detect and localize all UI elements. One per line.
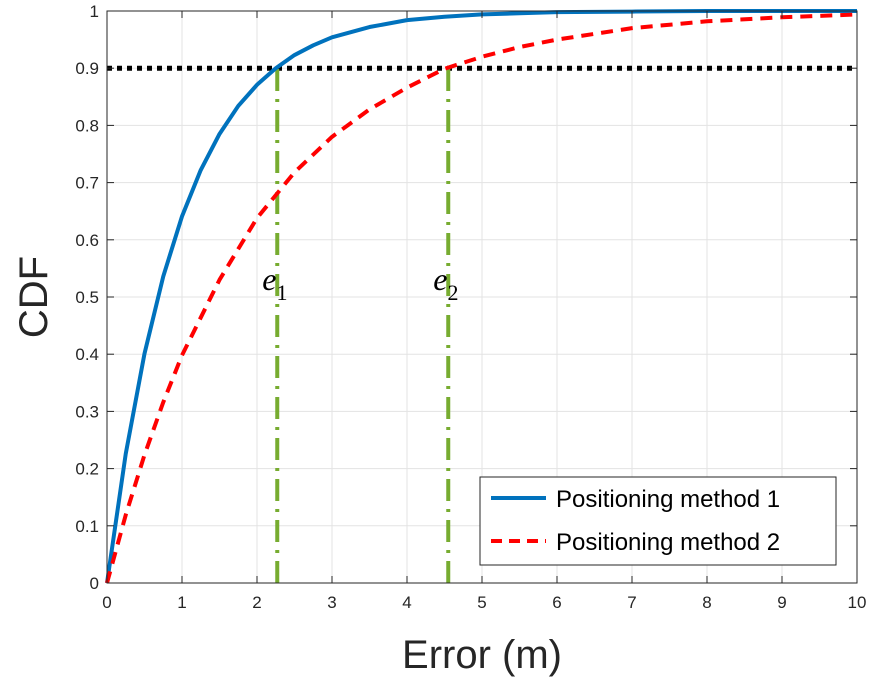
axes xyxy=(106,10,858,584)
legend-box xyxy=(479,476,837,566)
series-lines xyxy=(105,9,858,584)
y-tick-label-4: 0.4 xyxy=(75,345,99,364)
y-tick-label-10: 1 xyxy=(90,2,99,21)
reference-lines xyxy=(107,65,857,583)
x-tick-label-8: 8 xyxy=(702,593,711,612)
y-tick-label-7: 0.7 xyxy=(75,174,99,193)
x-tick-label-9: 9 xyxy=(777,593,786,612)
y-tick-label-9: 0.9 xyxy=(75,59,99,78)
x-tick-label-7: 7 xyxy=(627,593,636,612)
legend-label-method-2: Positioning method 2 xyxy=(556,529,780,556)
x-tick-label-5: 5 xyxy=(477,593,486,612)
x-tick-labels: 0 1 2 3 4 5 6 7 8 9 10 xyxy=(102,593,866,612)
x-tick-label-4: 4 xyxy=(402,593,411,612)
y-tick-label-8: 0.8 xyxy=(75,116,99,135)
x-tick-label-6: 6 xyxy=(552,593,561,612)
x-axis-label: Error (m) xyxy=(402,633,562,677)
y-tick-label-2: 0.2 xyxy=(75,460,99,479)
x-tick-label-10: 10 xyxy=(848,593,867,612)
y-tick-label-6: 0.6 xyxy=(75,231,99,250)
y-tick-label-1: 0.1 xyxy=(75,517,99,536)
y-tick-label-5: 0.5 xyxy=(75,288,99,307)
y-axis-label: CDF xyxy=(12,256,56,338)
legend-label-method-1: Positioning method 1 xyxy=(556,486,780,513)
y-tick-labels: 0 0.1 0.2 0.3 0.4 0.5 0.6 0.7 0.8 0.9 1 xyxy=(75,2,99,593)
series-line-method-1 xyxy=(105,9,857,584)
x-tick-label-3: 3 xyxy=(327,593,336,612)
legend: Positioning method 1 Positioning method … xyxy=(479,476,837,566)
y-tick-label-0: 0 xyxy=(90,574,99,593)
x-tick-label-2: 2 xyxy=(252,593,261,612)
series-line-method-2 xyxy=(105,12,858,584)
plot-frame xyxy=(106,10,858,584)
y-tick-label-3: 0.3 xyxy=(75,402,99,421)
x-tick-label-1: 1 xyxy=(177,593,186,612)
x-tick-label-0: 0 xyxy=(102,593,111,612)
